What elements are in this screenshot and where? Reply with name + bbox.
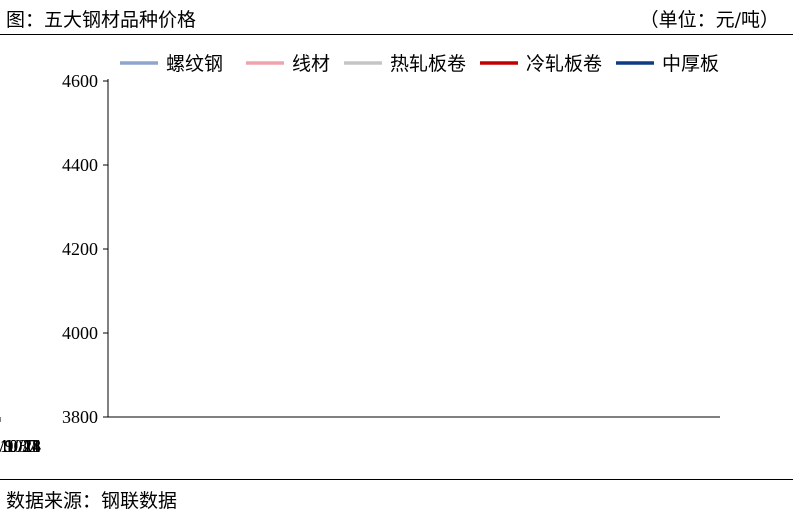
line-chart: 3800 4000 4200 4400 4600 2022/9/302022/10/720… (0, 35, 720, 456)
y-tick-label: 4400 (62, 155, 98, 175)
legend-label-2: 线材 (292, 53, 330, 75)
x-tick-label: 2022/10/14 (0, 436, 41, 456)
y-tick-label: 4200 (62, 239, 98, 259)
legend-label-5: 中厚板 (662, 53, 719, 75)
y-tick-label: 3800 (62, 407, 98, 427)
x-tick-label: 2022/10/7 (0, 436, 37, 456)
chart-legend: 螺纹钢 线材 热轧板卷 冷轧板卷 中厚板 (120, 53, 719, 75)
unit-label: （单位：元/吨） (639, 9, 779, 31)
x-tick-label: 2022/10/28 (0, 436, 41, 456)
chart-axes: 3800 4000 4200 4400 4600 2022/9/302022/10/720… (0, 71, 720, 456)
x-tick-label: 2022/10/21 (0, 436, 41, 456)
legend-label-3: 热轧板卷 (390, 53, 466, 75)
chart-header: 图：五大钢材品种价格 （单位：元/吨） (0, 0, 793, 35)
data-source: 数据来源：钢联数据 (6, 490, 178, 512)
x-tick-label: 2022/9/30 (0, 436, 37, 456)
chart-title: 图：五大钢材品种价格 (6, 9, 197, 31)
legend-label-1: 螺纹钢 (166, 53, 223, 75)
y-tick-label: 4600 (62, 71, 98, 91)
y-tick-label: 4000 (62, 323, 98, 343)
chart-footer: 数据来源：钢联数据 (0, 479, 793, 512)
legend-label-4: 冷轧板卷 (526, 53, 602, 75)
